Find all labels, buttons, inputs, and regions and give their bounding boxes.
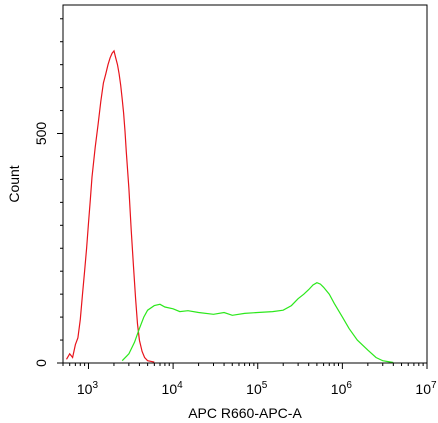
x-tick-label: 104	[162, 380, 184, 397]
x-axis-title: APC R660-APC-A	[188, 405, 302, 421]
y-tick-label: 500	[33, 122, 49, 146]
x-tick-label: 105	[246, 380, 268, 397]
y-tick-label: 0	[33, 359, 49, 367]
y-axis-title: Count	[6, 165, 22, 202]
plot-frame	[62, 4, 428, 364]
series-line-1	[65, 49, 155, 363]
x-axis-ticks: 103 104 105 106 107	[62, 363, 437, 397]
x-tick-label: 106	[331, 380, 353, 397]
x-tick-label: 103	[77, 380, 99, 397]
y-axis-ticks: 0 500	[33, 18, 63, 367]
series-layer	[65, 49, 394, 364]
series-line-2	[121, 282, 394, 364]
x-tick-label: 107	[415, 380, 437, 397]
